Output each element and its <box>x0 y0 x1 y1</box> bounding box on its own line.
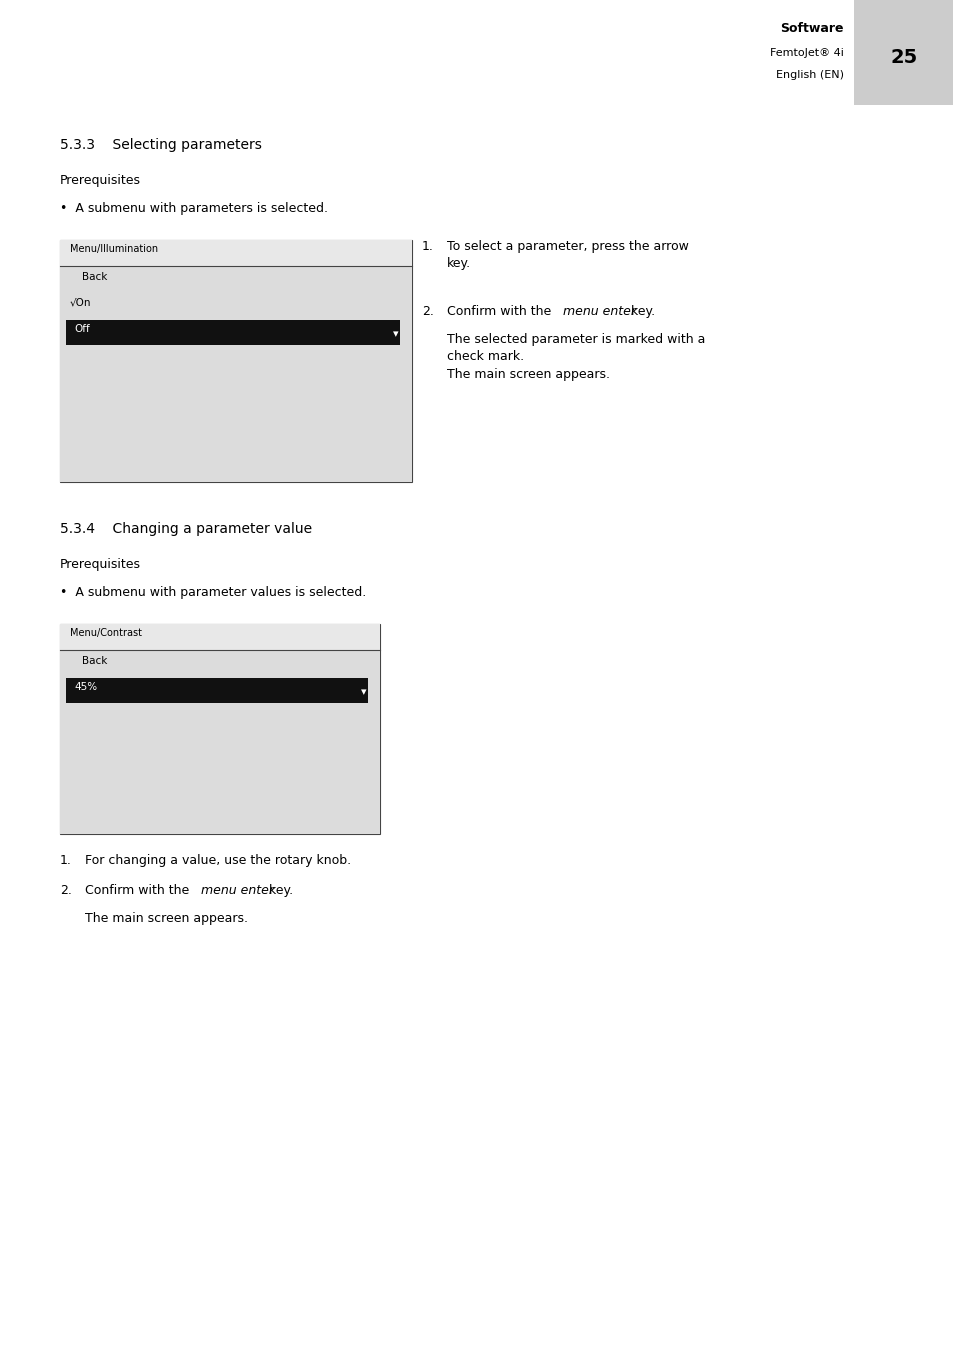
Text: Software: Software <box>780 22 843 35</box>
Text: Menu/Illumination: Menu/Illumination <box>70 243 158 254</box>
Text: The selected parameter is marked with a
check mark.
The main screen appears.: The selected parameter is marked with a … <box>447 333 704 381</box>
Text: To select a parameter, press the arrow
key.: To select a parameter, press the arrow k… <box>447 241 688 270</box>
Text: √On: √On <box>70 297 91 308</box>
Text: key.: key. <box>626 306 654 318</box>
Text: menu enter: menu enter <box>201 884 274 896</box>
Text: For changing a value, use the rotary knob.: For changing a value, use the rotary kno… <box>85 854 351 867</box>
Bar <box>60 625 379 834</box>
Bar <box>60 625 379 650</box>
Text: 1.: 1. <box>60 854 71 867</box>
Text: 1.: 1. <box>421 241 434 253</box>
Text: 2.: 2. <box>421 306 434 318</box>
Text: Confirm with the: Confirm with the <box>447 306 555 318</box>
Text: 5.3.3    Selecting parameters: 5.3.3 Selecting parameters <box>60 138 262 151</box>
Bar <box>60 266 412 483</box>
Text: Prerequisites: Prerequisites <box>60 174 141 187</box>
Text: Menu/Contrast: Menu/Contrast <box>70 627 142 638</box>
Text: Back: Back <box>82 656 108 667</box>
Bar <box>60 650 379 834</box>
Bar <box>60 241 412 483</box>
Text: •  A submenu with parameters is selected.: • A submenu with parameters is selected. <box>60 201 328 215</box>
Text: ▾: ▾ <box>393 329 398 339</box>
Text: 2.: 2. <box>60 884 71 896</box>
Text: Off: Off <box>74 324 90 334</box>
Text: Confirm with the: Confirm with the <box>85 884 193 896</box>
Text: English (EN): English (EN) <box>775 70 843 80</box>
Text: 25: 25 <box>889 49 917 68</box>
Text: menu enter: menu enter <box>562 306 636 318</box>
Text: The main screen appears.: The main screen appears. <box>85 913 248 925</box>
Text: FemtoJet® 4i: FemtoJet® 4i <box>769 49 843 58</box>
Text: •  A submenu with parameter values is selected.: • A submenu with parameter values is sel… <box>60 585 366 599</box>
Text: ▾: ▾ <box>361 687 366 698</box>
Bar <box>66 320 399 345</box>
Bar <box>66 677 368 703</box>
Text: Back: Back <box>82 272 108 283</box>
Text: Prerequisites: Prerequisites <box>60 558 141 571</box>
Bar <box>60 241 412 266</box>
Text: 45%: 45% <box>74 681 97 692</box>
Bar <box>853 0 953 105</box>
Text: 5.3.4    Changing a parameter value: 5.3.4 Changing a parameter value <box>60 522 312 535</box>
Text: key.: key. <box>264 884 293 896</box>
